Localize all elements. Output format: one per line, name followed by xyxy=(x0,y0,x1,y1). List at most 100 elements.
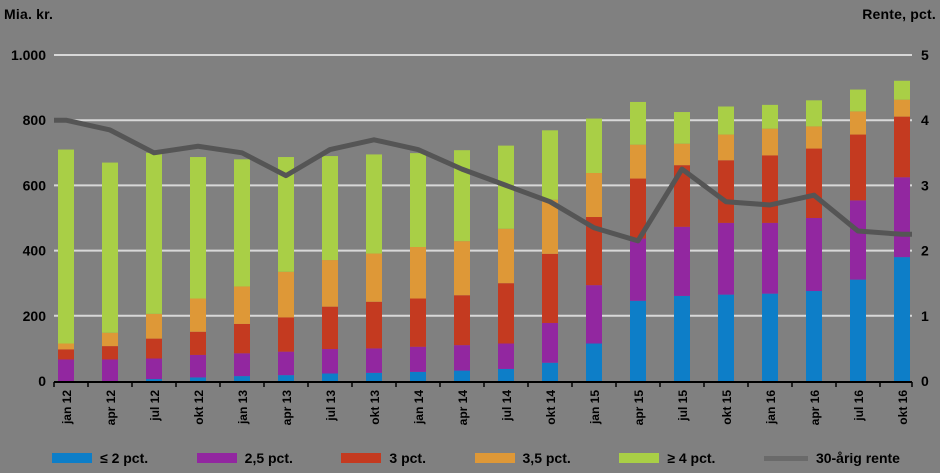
bar-segment xyxy=(322,156,338,261)
bar-segment xyxy=(630,238,646,301)
bar-segment xyxy=(674,226,690,296)
x-axis-tick-label: jul 16 xyxy=(852,390,866,422)
bar-segment xyxy=(674,112,690,144)
bar-segment xyxy=(586,118,602,174)
x-axis-tick-label: okt 15 xyxy=(720,390,734,425)
bar-segment xyxy=(850,89,866,112)
bar-segment xyxy=(586,173,602,218)
bar-segment xyxy=(410,371,426,381)
legend-line-swatch xyxy=(763,455,808,461)
bar-segment xyxy=(58,359,74,381)
x-axis-tick-label: okt 14 xyxy=(544,390,558,425)
bar-segment xyxy=(410,298,426,347)
bar-segment xyxy=(366,253,382,302)
x-axis-tick-label: jan 13 xyxy=(236,390,250,425)
bar-segment xyxy=(806,291,822,381)
legend-item-2: 3 pct. xyxy=(341,450,426,466)
x-axis-tick-label: jul 15 xyxy=(676,390,690,422)
bar-segment xyxy=(586,285,602,344)
bar-segment xyxy=(322,373,338,381)
bar-segment xyxy=(894,257,910,381)
bar-segment xyxy=(102,346,118,360)
right-axis-tick-label: 3 xyxy=(921,177,929,193)
legend-label: ≥ 4 pct. xyxy=(667,450,716,466)
x-axis-tick-label: apr 14 xyxy=(456,390,470,426)
bar-segment xyxy=(366,372,382,381)
x-axis-tick-label: apr 15 xyxy=(632,390,646,426)
bar-segment xyxy=(630,144,646,179)
legend-item-0: ≤ 2 pct. xyxy=(52,450,148,466)
left-axis-tick-label: 600 xyxy=(23,177,47,193)
bar-segment xyxy=(762,128,778,156)
bar-segment xyxy=(58,343,74,350)
bar-segment xyxy=(322,306,338,350)
bar-segment xyxy=(894,80,910,100)
rate-line xyxy=(54,117,912,244)
bar-segment xyxy=(762,293,778,381)
x-axis-tick-label: okt 12 xyxy=(192,390,206,425)
left-axis-tick-label: 800 xyxy=(23,112,47,128)
bar-segment xyxy=(498,368,514,381)
legend-item-1: 2,5 pct. xyxy=(196,450,293,466)
x-axis-tick-label: jul 13 xyxy=(324,390,338,422)
bar-segment xyxy=(278,157,294,272)
bar-segment xyxy=(146,338,162,359)
bar-segment xyxy=(542,130,558,200)
legend-color-swatch xyxy=(341,453,382,463)
bar-segment xyxy=(366,348,382,373)
bar-segment xyxy=(454,150,470,242)
legend-label: 3 pct. xyxy=(389,450,426,466)
legend-item-4: ≥ 4 pct. xyxy=(619,450,715,466)
bar-segment xyxy=(630,178,646,239)
bar-segment xyxy=(102,332,118,347)
bar-segment xyxy=(806,100,822,127)
bar-segment xyxy=(454,345,470,371)
bar-segment xyxy=(102,359,118,381)
bar-segment xyxy=(454,295,470,346)
bar-segment xyxy=(410,153,426,248)
legend-item-rate-line: 30-årig rente xyxy=(763,450,900,466)
bar-segment xyxy=(674,165,690,227)
x-axis-tick-label: apr 13 xyxy=(280,390,294,426)
legend-color-swatch xyxy=(619,453,660,463)
bar-segment xyxy=(454,241,470,296)
bar-segment xyxy=(322,260,338,307)
bar-segment xyxy=(278,351,294,376)
bar-segment xyxy=(718,294,734,381)
left-axis-tick-label: 1.000 xyxy=(11,47,46,63)
bar-segment xyxy=(806,126,822,149)
bar-segment xyxy=(762,222,778,294)
bar-segment xyxy=(894,116,910,178)
bar-segment xyxy=(146,358,162,380)
bar-segment xyxy=(234,353,250,377)
x-axis-tick-label: jan 14 xyxy=(412,390,426,425)
bar-segment xyxy=(190,377,206,381)
right-axis-tick-label: 2 xyxy=(921,243,929,259)
bar-segment xyxy=(410,247,426,299)
bar-segment xyxy=(542,253,558,323)
x-axis-tick-label: jan 16 xyxy=(764,390,778,425)
right-axis-tick-label: 1 xyxy=(921,308,929,324)
bar-segment xyxy=(850,279,866,381)
x-axis-tick-label: jan 15 xyxy=(588,390,602,425)
bar-segment xyxy=(234,376,250,381)
legend-color-swatch xyxy=(474,453,515,463)
legend-item-3: 3,5 pct. xyxy=(474,450,571,466)
legend-label: 30-årig rente xyxy=(815,450,900,466)
bar-segment xyxy=(366,154,382,254)
bar-segment xyxy=(146,313,162,339)
bar-segment xyxy=(718,160,734,223)
bar-segment xyxy=(850,200,866,280)
bar-segment xyxy=(762,104,778,129)
bar-segment xyxy=(630,101,646,145)
bar-segment xyxy=(278,271,294,318)
bar-segment xyxy=(542,322,558,363)
bar-segment xyxy=(586,343,602,381)
bar-segment xyxy=(894,177,910,258)
right-axis-tick-label: 0 xyxy=(921,373,929,389)
legend-color-swatch xyxy=(52,453,92,463)
x-axis-tick-label: jul 14 xyxy=(500,390,514,422)
x-axis-tick-label: okt 16 xyxy=(896,390,910,425)
bar-segment xyxy=(630,300,646,381)
